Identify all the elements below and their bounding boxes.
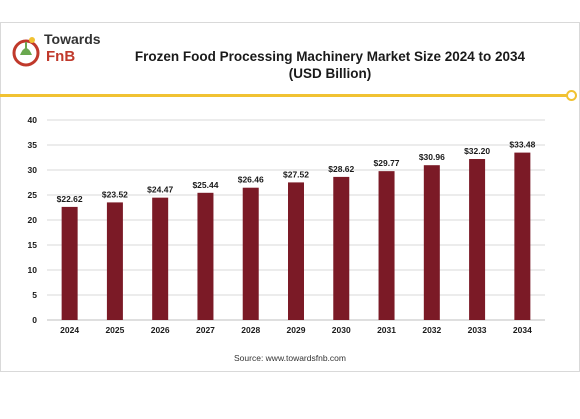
logo-text-towards: Towards — [44, 31, 101, 47]
bar-value-label: $27.52 — [283, 169, 309, 179]
x-tick-label: 2030 — [332, 325, 351, 335]
y-tick-label: 10 — [28, 265, 38, 275]
bar-value-label: $32.20 — [464, 146, 490, 156]
x-tick-label: 2024 — [60, 325, 79, 335]
x-tick-label: 2033 — [468, 325, 487, 335]
x-tick-label: 2027 — [196, 325, 215, 335]
x-tick-label: 2028 — [241, 325, 260, 335]
bar — [106, 202, 123, 320]
y-tick-label: 30 — [28, 165, 38, 175]
bar-value-label: $25.44 — [192, 180, 218, 190]
bar — [423, 165, 440, 320]
bar — [378, 171, 395, 320]
bar-value-label: $30.96 — [419, 152, 445, 162]
y-tick-label: 15 — [28, 240, 38, 250]
bar-value-label: $22.62 — [57, 194, 83, 204]
bar — [152, 197, 169, 320]
y-tick-label: 25 — [28, 190, 38, 200]
x-tick-label: 2025 — [105, 325, 124, 335]
bar — [242, 187, 259, 320]
y-tick-label: 40 — [28, 115, 38, 125]
bar-value-label: $29.77 — [374, 158, 400, 168]
bar-value-label: $23.52 — [102, 189, 128, 199]
x-tick-label: 2032 — [422, 325, 441, 335]
x-tick-label: 2029 — [287, 325, 306, 335]
x-tick-label: 2026 — [151, 325, 170, 335]
bar-value-label: $28.62 — [328, 164, 354, 174]
y-tick-label: 20 — [28, 215, 38, 225]
y-tick-label: 0 — [32, 315, 37, 325]
logo-text-fnb: FnB — [46, 48, 76, 65]
bar — [61, 206, 78, 320]
bar-value-label: $26.46 — [238, 175, 264, 185]
bar — [197, 192, 214, 320]
chart-title: Frozen Food Processing Machinery Market … — [134, 49, 526, 64]
bar — [288, 182, 304, 320]
x-tick-label: 2031 — [377, 325, 396, 335]
bar-chart: 0510152025303540$22.622024$23.522025$24.… — [28, 115, 545, 335]
bar — [469, 159, 486, 320]
bar — [333, 176, 350, 320]
y-tick-label: 35 — [28, 140, 38, 150]
accent-rule — [0, 94, 570, 97]
x-tick-label: 2034 — [513, 325, 532, 335]
towards-fnb-logo: Towards FnB — [10, 30, 101, 80]
chart-subtitle: (USD Billion) — [288, 66, 372, 81]
source-note: Source: www.towardsfnb.com — [234, 353, 346, 363]
accent-rule-dot — [566, 90, 577, 101]
bar-value-label: $24.47 — [147, 185, 173, 195]
logo-icon — [12, 37, 40, 67]
bar-value-label: $33.48 — [509, 140, 535, 150]
bar — [514, 152, 531, 320]
y-tick-label: 5 — [32, 290, 37, 300]
